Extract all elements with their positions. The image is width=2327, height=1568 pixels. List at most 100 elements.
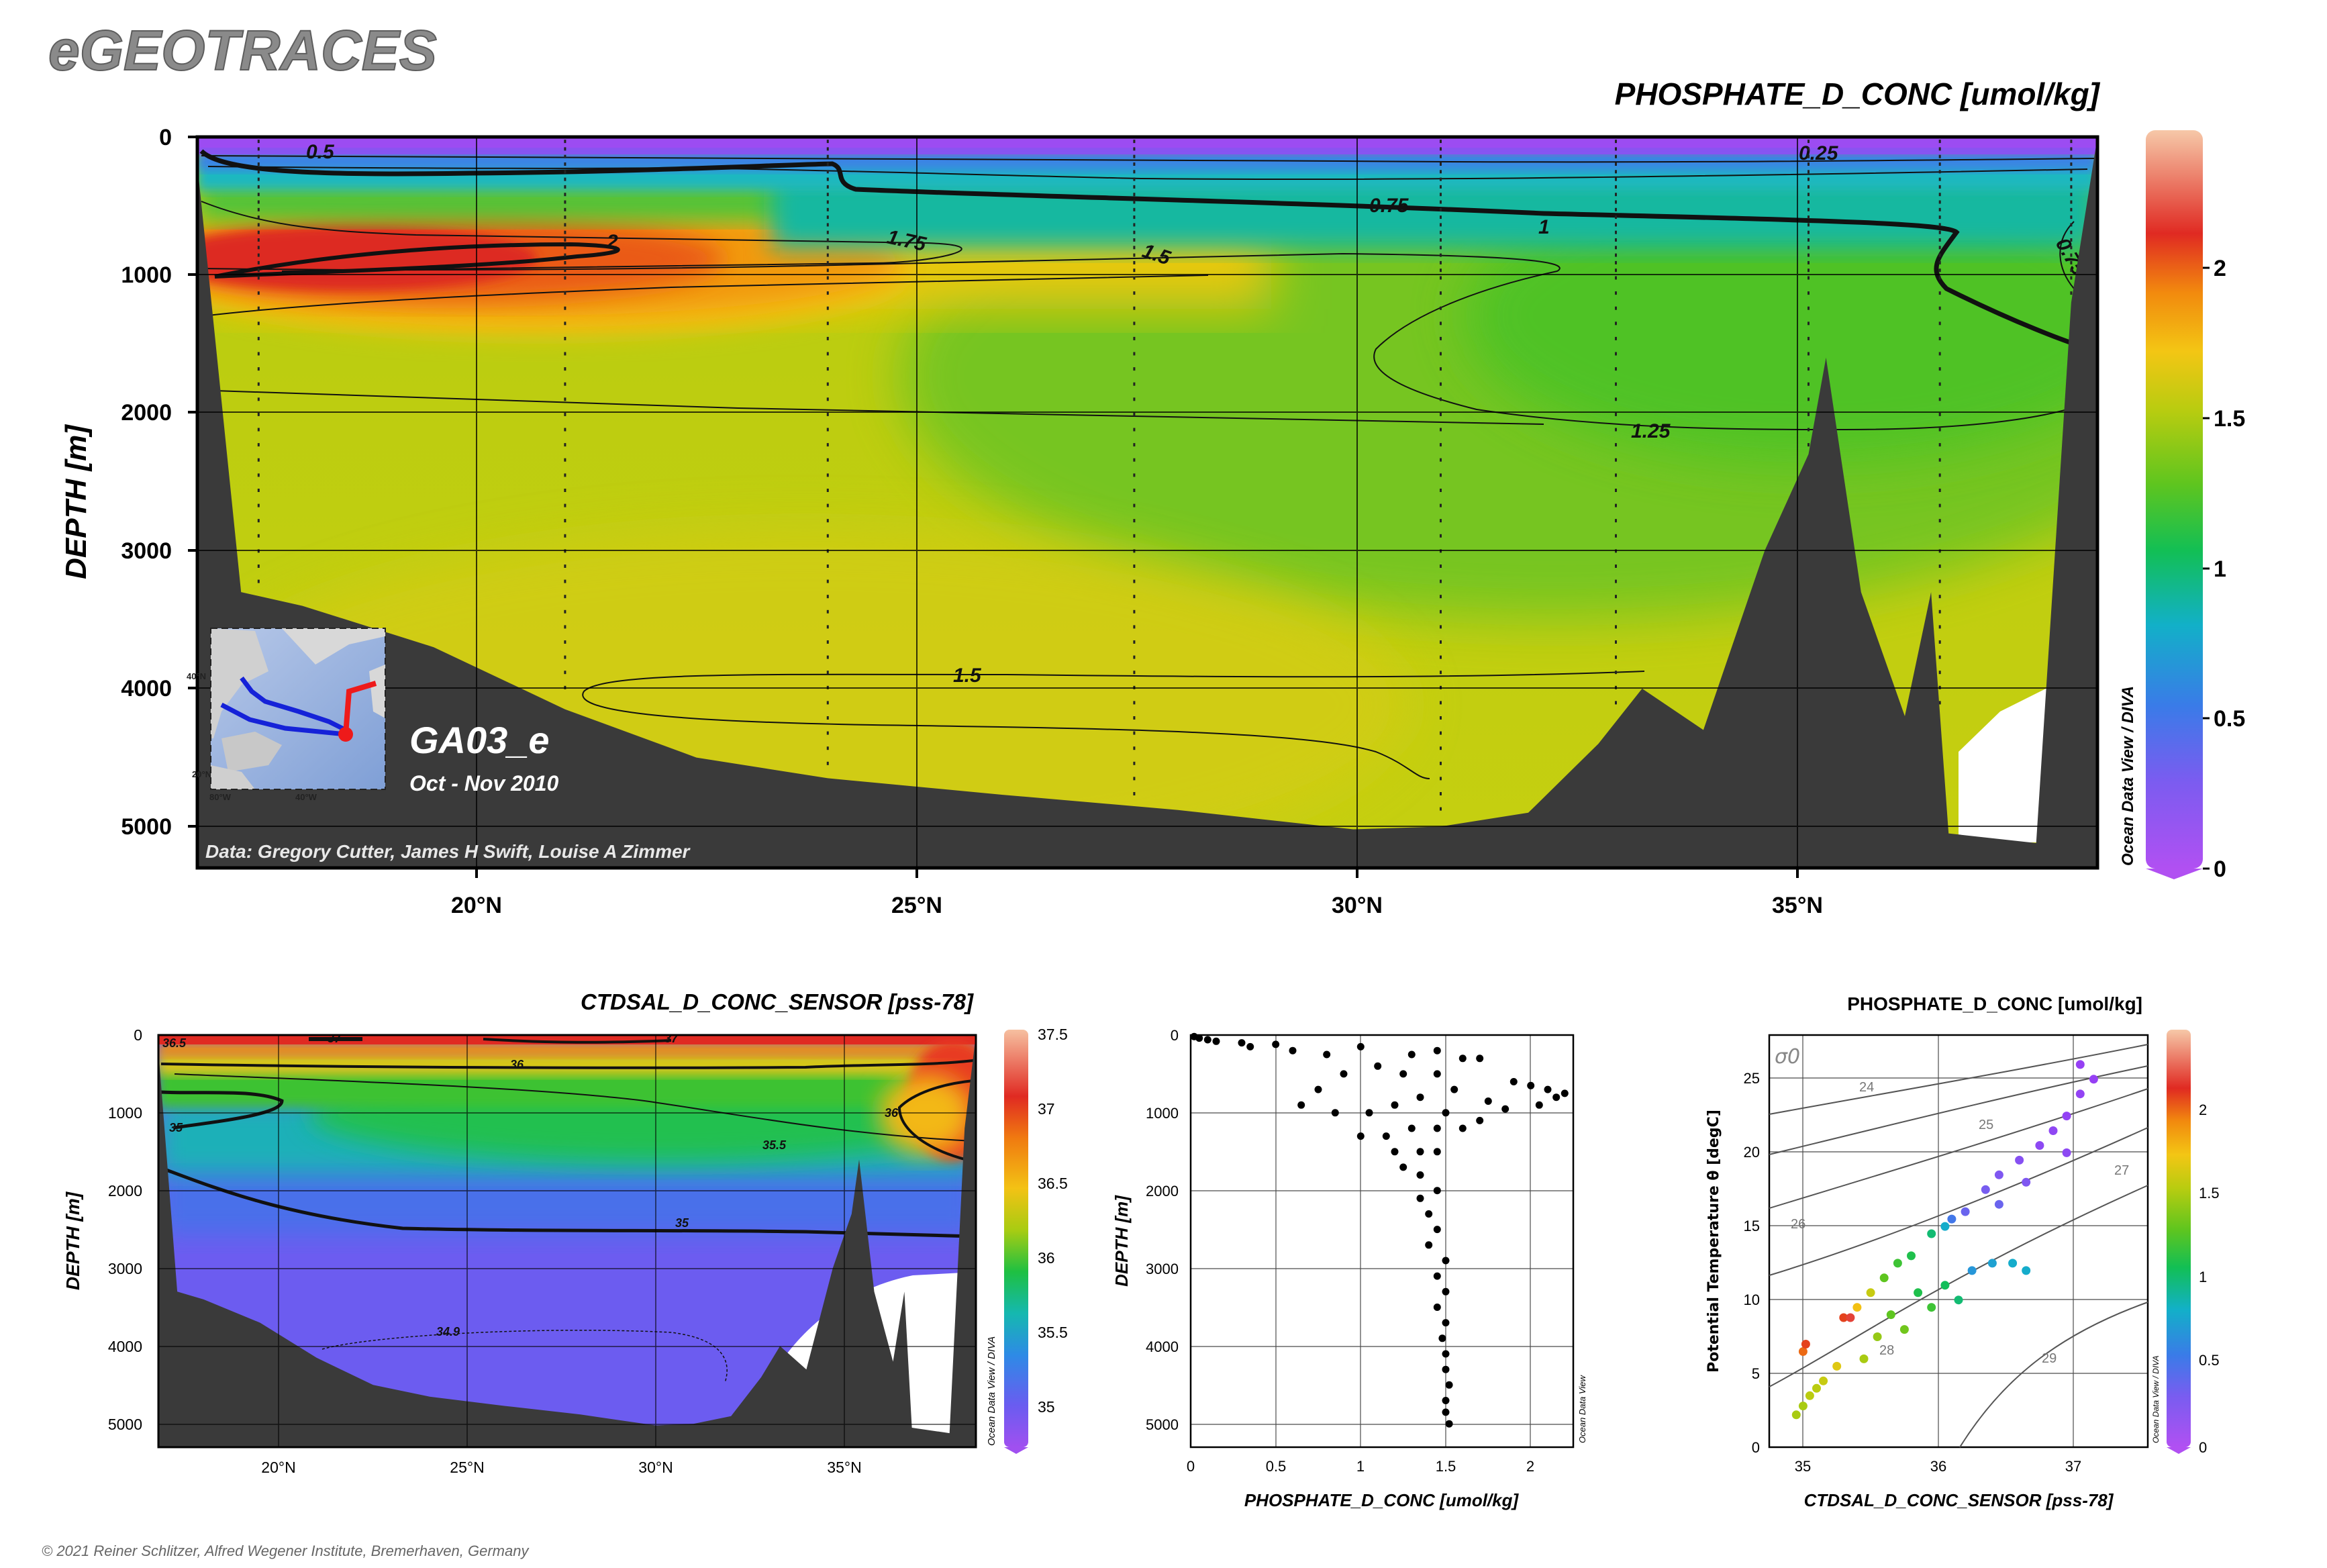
sample-dot [1615, 428, 1617, 432]
profile-point [1433, 1272, 1441, 1280]
sample-dot [564, 200, 566, 204]
sample-dot [2070, 253, 2073, 257]
sample-dot [257, 177, 260, 181]
sample-dot [1808, 268, 1810, 273]
sample-dot [1808, 147, 1810, 151]
y-tick-label: 0 [159, 125, 172, 150]
sample-dot [564, 382, 566, 386]
sample-dot [564, 579, 566, 583]
sample-dot [1440, 746, 1442, 750]
sample-dot [1440, 671, 1442, 675]
profile-point [1552, 1093, 1561, 1101]
ts-x-ticks: 35 36 37 [1795, 1458, 2081, 1475]
sample-dot [1938, 595, 1941, 599]
y-tick-label: 4000 [1146, 1338, 1179, 1355]
colorbar-tick-label: 1 [2214, 556, 2226, 582]
sample-dot [1808, 177, 1810, 181]
section-title: PHOSPHATE_D_CONC [umol/kg] [1615, 77, 2101, 111]
sample-dot [1440, 230, 1442, 234]
sample-dot [1440, 154, 1442, 158]
sample-dot [564, 443, 566, 447]
sample-dot [1440, 185, 1442, 189]
sample-dot [564, 352, 566, 356]
y-tick-label: 1000 [121, 262, 172, 288]
colorbar-tick-label: 0.5 [2214, 706, 2245, 732]
profile-point [1433, 1124, 1441, 1132]
sample-dot [1808, 238, 1810, 242]
sample-dot [1440, 253, 1442, 257]
sample-dot [826, 223, 829, 227]
sample-dot [1440, 807, 1442, 811]
sample-dot [826, 565, 829, 568]
sample-dot [564, 193, 566, 197]
x-tick-label: 20°N [261, 1459, 295, 1476]
sample-dot [1938, 230, 1941, 234]
x-tick-label: 30°N [1332, 893, 1383, 918]
y-tick-label: 3000 [121, 538, 172, 564]
contour-label: 35.5 [762, 1138, 787, 1152]
sample-dot [564, 322, 566, 326]
sample-dot [1615, 207, 1617, 211]
contour-label: 1.25 [1631, 420, 1671, 442]
y-tick-label: 0 [1752, 1439, 1760, 1456]
sample-dot [1440, 215, 1442, 219]
sample-dot [826, 367, 829, 371]
sample-dot [1615, 193, 1617, 197]
colorbar-tick-label: 35 [1038, 1398, 1055, 1416]
sample-dot [1133, 238, 1136, 242]
sample-dot [564, 260, 566, 264]
contour-label: 36 [510, 1058, 524, 1071]
sample-dot [1938, 193, 1941, 197]
sample-dot [257, 382, 260, 386]
sample-dot [1938, 519, 1941, 523]
sample-dot [826, 397, 829, 401]
ts-point [1819, 1376, 1828, 1385]
sample-dot [564, 473, 566, 477]
sample-dot [1808, 291, 1810, 295]
profile-point [1438, 1334, 1446, 1342]
sample-dot [826, 503, 829, 507]
sample-dot [1440, 291, 1442, 295]
sample-dot [564, 177, 566, 181]
sample-dot [1808, 200, 1810, 204]
sample-dot [1615, 579, 1617, 583]
sample-dot [564, 246, 566, 250]
profile-frame [1189, 1034, 1575, 1449]
sample-dot [1808, 223, 1810, 227]
contour-label: 36.5 [162, 1036, 187, 1050]
sample-dot [564, 185, 566, 189]
sample-dot [1938, 207, 1941, 211]
sample-dot [1938, 200, 1941, 204]
sample-dot [826, 534, 829, 538]
sample-dot [1133, 382, 1136, 386]
ts-point [1873, 1332, 1882, 1341]
sample-dot [1938, 503, 1941, 507]
sample-dot [1938, 336, 1941, 340]
salinity-y-ticks: 0 1000 2000 3000 4000 5000 [108, 1026, 142, 1433]
y-tick-label: 2000 [121, 400, 172, 426]
watermark: Ocean Data View / DIVA [986, 1336, 997, 1446]
section-field: 0.5 0.25 0.75 1 2 1.75 1.5 1.25 0.75 1.5 [197, 137, 2097, 868]
sample-dot [1615, 655, 1617, 659]
x-tick-label: 35°N [1772, 893, 1823, 918]
sample-dot [2070, 177, 2073, 181]
ts-title: PHOSPHATE_D_CONC [umol/kg] [1847, 993, 2142, 1014]
sample-dot [564, 215, 566, 219]
cruise-track-inset-map: 40°N 20°N 80°W 40°W [187, 628, 386, 802]
sample-dot [1938, 276, 1941, 280]
colorbar-tick-label: 0 [2199, 1439, 2207, 1456]
x-tick-label: 25°N [450, 1459, 484, 1476]
sample-dot [2070, 154, 2073, 158]
sample-dot [826, 443, 829, 447]
sample-dot [1938, 238, 1941, 242]
sample-dot [1615, 215, 1617, 219]
sample-dot [2070, 223, 2073, 227]
sample-dot [1938, 154, 1941, 158]
colorbar-tick-label: 36.5 [1038, 1175, 1068, 1192]
ts-point [2022, 1177, 2031, 1187]
sample-dot [826, 382, 829, 386]
sample-dot [826, 170, 829, 174]
sample-dot [1938, 367, 1941, 371]
profile-point [1407, 1124, 1416, 1132]
sample-dot [257, 519, 260, 523]
